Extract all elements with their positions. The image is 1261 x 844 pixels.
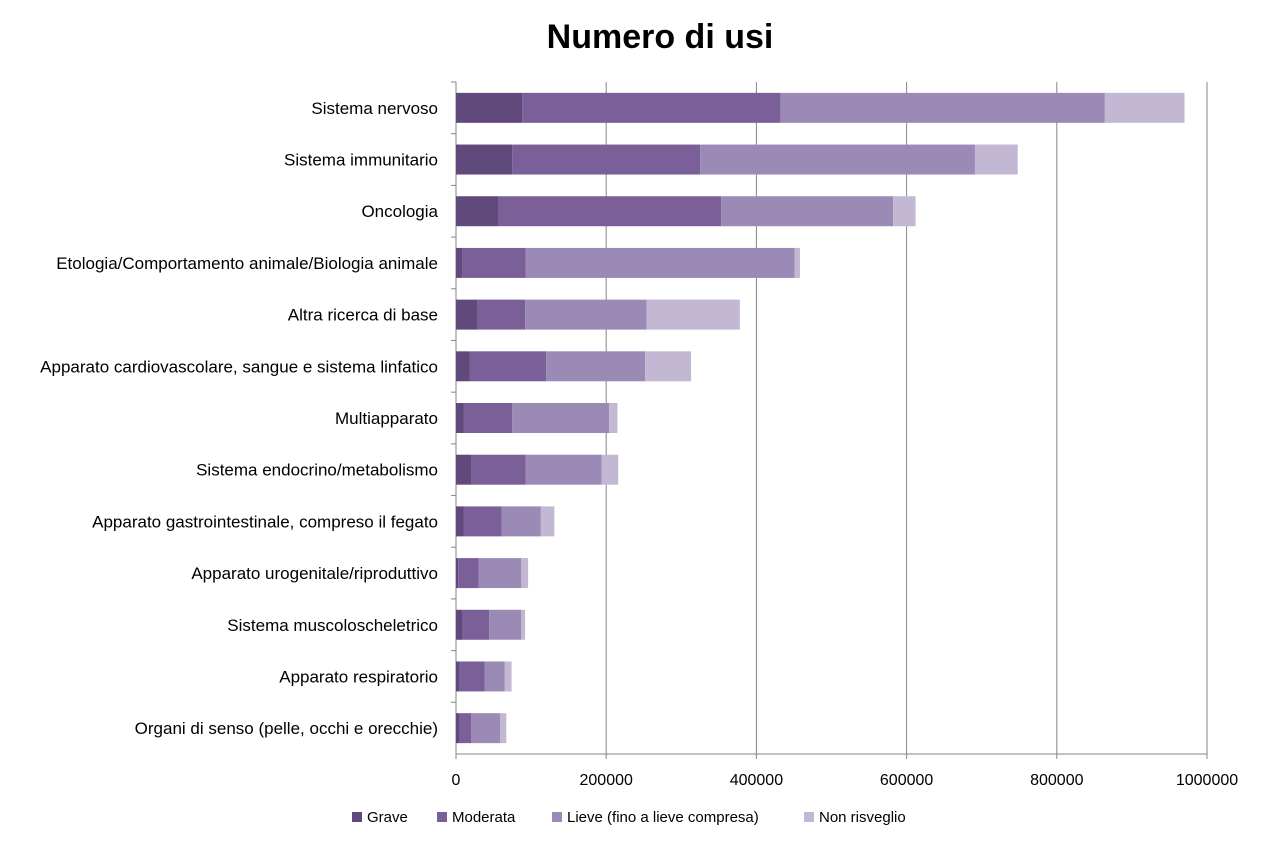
bar-segment-4: [1104, 92, 1185, 123]
category-label: Apparato gastrointestinale, compreso il …: [92, 512, 438, 531]
bar-segment-4: [521, 609, 526, 640]
bar-segment-1: [456, 403, 464, 433]
bar-segment-4: [794, 247, 800, 278]
x-tick-label: 1000000: [1176, 772, 1238, 789]
bar-segment-3: [489, 609, 522, 640]
bar-segment-4: [645, 351, 692, 382]
category-label: Sistema immunitario: [284, 151, 438, 170]
bar-segment-3: [471, 713, 501, 744]
bar-segment-3: [525, 247, 795, 278]
legend-swatch: [552, 812, 562, 822]
x-tick-label: 400000: [730, 772, 783, 789]
category-label: Apparato cardiovascolare, sangue e siste…: [40, 357, 438, 376]
bar-segment-1: [456, 713, 460, 744]
bar-segment-2: [498, 196, 722, 227]
bar-segment-2: [522, 92, 781, 123]
bar-segment-3: [700, 144, 975, 175]
x-tick-label: 200000: [580, 772, 633, 789]
bar-segment-1: [456, 454, 472, 485]
bar-segment-3: [546, 351, 646, 382]
legend-swatch: [352, 812, 362, 822]
bar-segment-2: [512, 144, 701, 175]
bar-segment-1: [456, 661, 460, 692]
bar-segment-4: [521, 558, 529, 589]
bar-segment-4: [504, 661, 512, 692]
bar-segment-4: [893, 196, 916, 227]
bar-segment-2: [462, 609, 490, 640]
bar-segment-2: [463, 506, 502, 537]
legend-label: Moderata: [452, 809, 516, 826]
bar-segment-3: [484, 661, 505, 692]
category-label: Apparato respiratorio: [279, 667, 438, 686]
bar-segment-1: [456, 92, 523, 123]
bar-segment-3: [721, 196, 894, 227]
bar-segment-1: [456, 506, 464, 537]
category-label: Altra ricerca di base: [288, 306, 438, 325]
bar-segment-2: [477, 299, 526, 330]
bar-segment-1: [456, 609, 463, 640]
category-label: Oncologia: [361, 202, 438, 221]
x-tick-label: 800000: [1030, 772, 1083, 789]
category-label: Sistema endocrino/metabolismo: [196, 461, 438, 480]
bar-segment-4: [601, 454, 619, 485]
category-label: Organi di senso (pelle, occhi e orecchie…: [135, 719, 438, 738]
bar-segment-3: [525, 454, 602, 485]
legend-label: Lieve (fino a lieve compresa): [567, 809, 759, 826]
x-tick-label: 600000: [880, 772, 933, 789]
bar-segment-1: [456, 247, 463, 278]
bar-segment-1: [456, 196, 499, 227]
legend-label: Grave: [367, 809, 408, 826]
bar-segment-4: [646, 299, 740, 330]
bar-segment-2: [463, 403, 513, 433]
bar-segment-1: [456, 299, 478, 330]
bar-segment-3: [501, 506, 541, 537]
bar-segment-2: [459, 713, 472, 744]
category-label: Etologia/Comportamento animale/Biologia …: [56, 254, 438, 273]
bar-segment-1: [456, 558, 459, 589]
bar-segment-2: [469, 351, 547, 382]
legend-swatch: [804, 812, 814, 822]
bar-segment-3: [478, 558, 522, 589]
legend-swatch: [437, 812, 447, 822]
bar-segment-2: [471, 454, 526, 485]
category-label: Sistema nervoso: [311, 99, 438, 118]
category-label: Sistema muscoloscheletrico: [227, 616, 438, 635]
bar-segment-3: [780, 92, 1105, 123]
bar-segment-2: [462, 247, 526, 278]
bar-segment-3: [525, 299, 647, 330]
bar-segment-2: [459, 661, 485, 692]
bar-segment-1: [456, 351, 470, 382]
bar-segment-1: [456, 144, 513, 175]
bar-segment-4: [500, 713, 507, 744]
bar-segment-3: [512, 403, 610, 433]
category-label: Multiapparato: [335, 409, 438, 428]
category-label: Apparato urogenitale/riproduttivo: [191, 564, 438, 583]
bar-segment-4: [609, 403, 618, 433]
legend-label: Non risveglio: [819, 809, 906, 826]
x-tick-label: 0: [452, 772, 461, 789]
chart-title: Numero di usi: [546, 18, 774, 56]
bar-segment-4: [974, 144, 1018, 175]
bar-segment-2: [458, 558, 479, 589]
bar-segment-4: [540, 506, 555, 537]
